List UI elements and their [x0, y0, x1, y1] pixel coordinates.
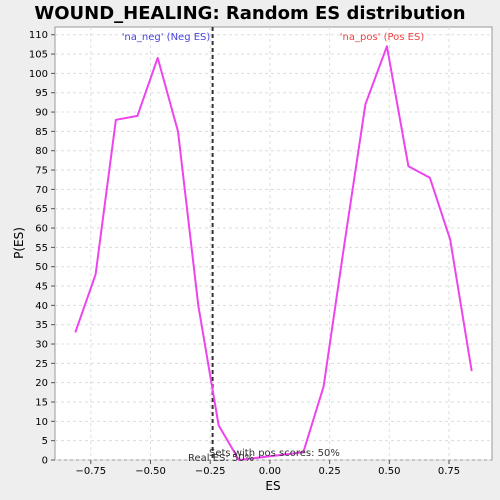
plot-area [54, 26, 493, 461]
y-tick-label: 110 [29, 30, 48, 41]
y-tick-label: 85 [35, 127, 48, 138]
x-axis-label: ES [265, 479, 280, 493]
sets-pos-note: Sets with pos scores: 50% [209, 448, 340, 459]
y-tick-label: 55 [35, 243, 48, 254]
x-tick-label: −0.75 [75, 466, 106, 477]
y-tick-label: 45 [35, 282, 48, 293]
x-tick-label: 0.00 [259, 466, 281, 477]
y-tick-label: 65 [35, 204, 48, 215]
y-tick-label: 50 [35, 262, 48, 273]
y-tick-label: 70 [35, 185, 48, 196]
y-ticks: 0 5 10 15 20 25 30 35 40 45 50 55 60 65 70 75 80 85 90 95 10… [29, 30, 55, 467]
x-tick-label: 0.50 [378, 466, 400, 477]
y-tick-label: 10 [35, 417, 48, 428]
y-tick-label: 80 [35, 146, 48, 157]
series [74, 45, 473, 461]
y-tick-label: 35 [35, 320, 48, 331]
x-tick-label: 0.75 [438, 466, 460, 477]
x-tick-label: −0.25 [195, 466, 226, 477]
y-tick-label: 100 [29, 69, 48, 80]
y-tick-label: 30 [35, 340, 48, 351]
y-tick-label: 75 [35, 166, 48, 177]
neg-es-annotation: 'na_neg' (Neg ES) [122, 32, 211, 43]
x-tick-label: −0.50 [135, 466, 166, 477]
series-line-0 [74, 45, 473, 461]
y-tick-label: 0 [42, 456, 48, 467]
y-tick-label: 15 [35, 398, 48, 409]
pos-es-annotation: 'na_pos' (Pos ES) [340, 32, 425, 43]
y-axis-label: P(ES) [12, 227, 26, 259]
y-tick-label: 60 [35, 224, 48, 235]
grid [55, 27, 492, 461]
y-tick-label: 105 [29, 50, 48, 61]
x-tick-label: 0.25 [318, 466, 340, 477]
chart-title: WOUND_HEALING: Random ES distribution [34, 3, 465, 24]
y-tick-label: 20 [35, 378, 48, 389]
y-tick-label: 40 [35, 301, 48, 312]
y-tick-label: 90 [35, 108, 48, 119]
y-tick-label: 95 [35, 88, 48, 99]
x-ticks: −0.75 −0.50 −0.25 0.00 0.25 0.50 0.75 [75, 460, 460, 477]
y-tick-label: 5 [42, 436, 48, 447]
y-tick-label: 25 [35, 359, 48, 370]
real-es-note: Real ES: 50% [188, 453, 254, 464]
